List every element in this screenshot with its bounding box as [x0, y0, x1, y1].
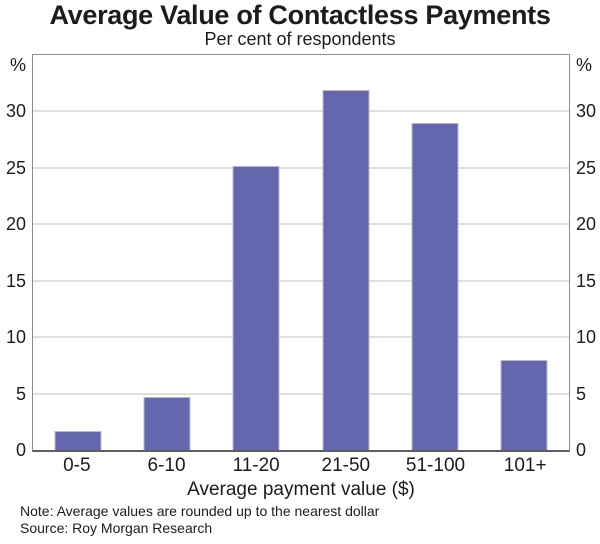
y-tick-right-15: 15: [576, 270, 597, 291]
gridline-30: [33, 110, 569, 113]
y-axis-labels-left: 0 5 10 15 20 25 30: [0, 55, 26, 460]
x-tick-51-100: 51-100: [405, 455, 466, 476]
x-axis-labels: 0-5 6-10 11-20 21-50 51-100 101+: [32, 455, 570, 477]
y-tick-right-5: 5: [576, 383, 587, 404]
gridline-5: [33, 392, 569, 395]
bar-51-100: [411, 122, 459, 450]
x-tick-11-20: 11-20: [232, 455, 280, 476]
y-tick-left-20: 20: [5, 214, 26, 235]
y-tick-right-0: 0: [576, 440, 587, 460]
y-axis-labels-right: 0 5 10 15 20 25 30: [576, 55, 600, 460]
y-tick-left-30: 30: [5, 101, 26, 122]
bar-11-20: [232, 165, 280, 450]
y-axis-unit-left: %: [9, 55, 26, 75]
gridline-15: [33, 279, 569, 282]
x-tick-101+: 101+: [503, 455, 547, 476]
y-tick-left-10: 10: [5, 327, 26, 348]
x-tick-6-10: 6-10: [147, 455, 186, 476]
bar-21-50: [322, 90, 370, 450]
y-tick-left-15: 15: [5, 270, 26, 291]
bar-0-5: [54, 430, 102, 450]
y-tick-right-10: 10: [576, 327, 597, 348]
x-tick-0-5: 0-5: [63, 455, 91, 476]
chart-title: Average Value of Contactless Payments: [49, 0, 551, 30]
gridline-layer: [33, 55, 569, 450]
y-tick-left-0: 0: [15, 440, 26, 460]
y-tick-left-5: 5: [15, 383, 26, 404]
y-tick-right-20: 20: [576, 214, 597, 235]
y-tick-left-25: 25: [5, 157, 26, 178]
gridline-25: [33, 166, 569, 169]
plot-area: [32, 54, 570, 452]
gridline-20: [33, 223, 569, 226]
gridline-10: [33, 336, 569, 339]
chart-source: Source: Roy Morgan Research: [20, 520, 213, 536]
y-axis-unit-right: %: [576, 55, 593, 75]
x-tick-21-50: 21-50: [321, 455, 371, 476]
x-axis-title: Average payment value ($): [187, 479, 415, 500]
bar-layer: [33, 55, 569, 450]
bar-101+: [500, 359, 548, 450]
chart-subtitle: Per cent of respondents: [204, 29, 396, 49]
chart-note: Note: Average values are rounded up to t…: [20, 503, 380, 519]
bar-6-10: [143, 396, 191, 450]
y-tick-right-30: 30: [576, 101, 597, 122]
y-tick-right-25: 25: [576, 157, 597, 178]
